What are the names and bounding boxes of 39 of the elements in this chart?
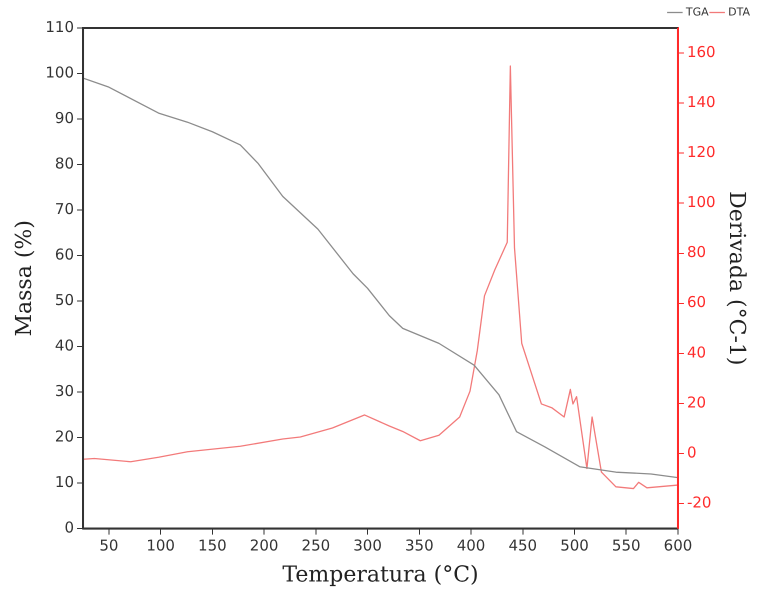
y-tick-label: 30 [54,382,74,400]
x-tick-label: 400 [456,536,486,554]
y-tick-label: 60 [54,245,74,264]
y2-tick-label: 140 [686,92,716,111]
y2-axis-title: Derivada (°C-1) [724,191,750,366]
y-tick-label: 90 [54,108,74,127]
legend-label: DTA [728,5,750,18]
y2-tick-label: 160 [686,42,716,61]
y2-tick-label: 120 [686,143,716,162]
y2-tick-label: -20 [686,493,712,512]
y2-tick-label: 20 [686,393,706,412]
x-tick-label: 350 [404,536,434,554]
x-tick-label: 600 [664,536,692,554]
y2-tick-label: 0 [686,443,697,462]
legend-label: TGA [684,5,710,18]
x-axis-title: Temperatura (°C) [282,562,479,588]
x-tick-label: 450 [508,536,538,554]
y2-tick-label: 100 [686,193,716,212]
y-tick-label: 20 [54,427,74,446]
x-tick-label: 200 [250,536,278,554]
y2-tick-label: 80 [686,243,706,262]
x-tick-label: 300 [353,536,382,554]
x-tick-label: 500 [560,536,589,554]
y-tick-label: 70 [54,200,74,218]
x-tick-label: 150 [198,536,227,554]
y-axis-title: Massa (%) [12,220,37,337]
y2-tick-label: 60 [686,293,706,312]
x-tick-label: 50 [99,536,118,554]
y-tick-label: 50 [54,290,74,309]
y-tick-label: 110 [45,18,74,36]
y-tick-label: 40 [54,336,74,354]
x-tick-label: 550 [612,536,641,554]
x-tick-label: 100 [146,536,175,554]
y2-tick-label: 40 [686,343,706,362]
y-tick-label: 100 [45,63,74,82]
y-tick-label: 0 [64,518,74,536]
y-tick-label: 80 [54,154,74,172]
y-tick-label: 10 [54,472,74,491]
x-tick-label: 250 [302,536,330,554]
